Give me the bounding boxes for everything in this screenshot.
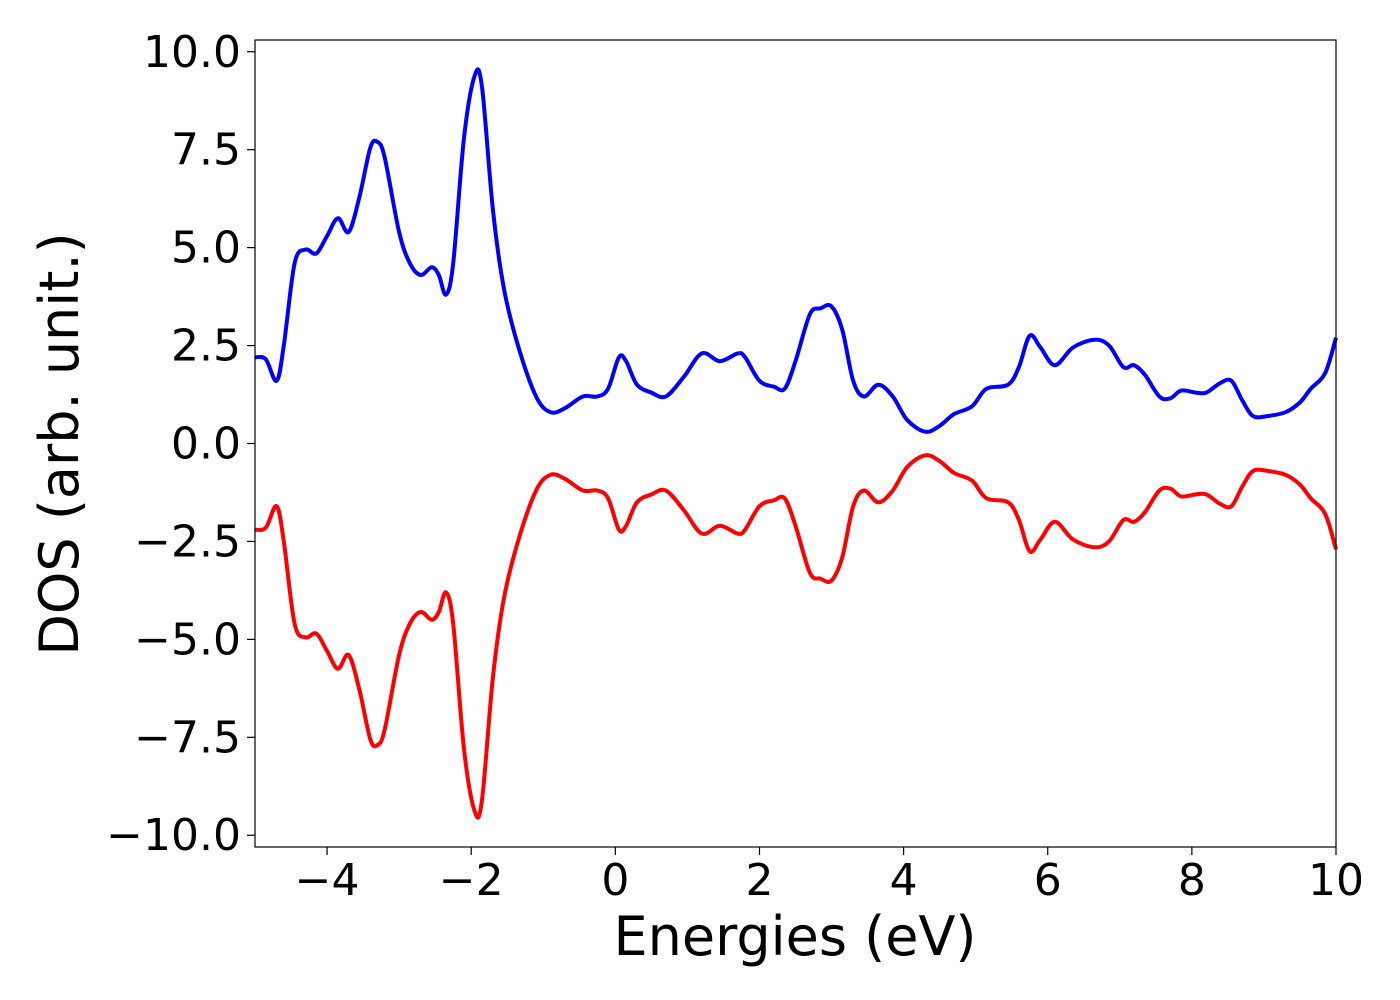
y-tick-label: 7.5: [171, 125, 241, 176]
x-tick-label: 6: [1034, 855, 1062, 906]
x-tick-label: 8: [1178, 855, 1206, 906]
x-tick-label: −2: [439, 855, 504, 906]
x-tick-label: 2: [745, 855, 773, 906]
y-tick-label: −10.0: [106, 810, 241, 861]
x-tick-label: 10: [1308, 855, 1364, 906]
x-tick-label: 0: [601, 855, 629, 906]
y-tick-label: 5.0: [171, 223, 241, 274]
dos-series-line-2: [254, 453, 1338, 820]
y-tick-label: −5.0: [134, 614, 241, 665]
y-axis-ticks: 10.0 7.5 5.0 2.5 0.0 −2.5 −5.0 −7.5 −10.0: [106, 27, 255, 861]
y-tick-label: 2.5: [171, 321, 241, 372]
y-tick-label: 0.0: [171, 419, 241, 470]
plot-frame: [254, 39, 1337, 848]
y-tick-label: −7.5: [134, 712, 241, 763]
y-tick-label: 10.0: [143, 27, 241, 78]
x-axis-title: Energies (eV): [614, 905, 977, 968]
x-tick-label: −4: [295, 855, 360, 906]
y-tick-label: −2.5: [134, 516, 241, 567]
series-layer: [254, 67, 1338, 820]
dos-series-line-1: [254, 67, 1338, 434]
x-tick-label: 4: [890, 855, 918, 906]
y-axis-title: DOS (arb. unit.): [28, 232, 91, 655]
x-axis-ticks: −4 −2 0 2 4 6 8 10: [295, 847, 1364, 906]
